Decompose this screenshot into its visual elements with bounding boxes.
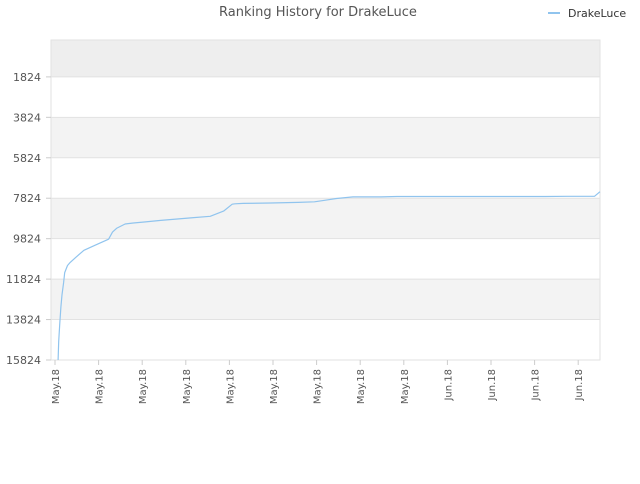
x-tick-label: Jun.18 [443, 369, 454, 402]
legend-label-drakeluce: DrakeLuce [568, 7, 626, 20]
x-tick-label: May.18 [225, 369, 236, 404]
x-tick-label: May.18 [182, 369, 193, 404]
x-tick-label: Jun.18 [574, 369, 585, 402]
x-tick-label: May.18 [95, 369, 106, 404]
plot-band [51, 76, 600, 118]
chart-title: Ranking History for DrakeLuce [219, 5, 417, 20]
plot-band [51, 40, 600, 77]
plot-band [51, 198, 600, 239]
x-tick-label: May.18 [51, 369, 62, 404]
y-tick-label: 13824 [6, 314, 41, 327]
y-axis-labels: 1824 3824 5824 7824 9824 11824 13824 15824 [6, 71, 41, 367]
plot-band [51, 238, 600, 280]
y-tick-label: 3824 [13, 111, 41, 124]
series-line-drakeluce [57, 191, 601, 361]
grid-lines [46, 39, 601, 365]
x-tick-label: May.18 [138, 369, 149, 404]
plot-band [51, 319, 600, 360]
y-tick-label: 5824 [13, 152, 41, 165]
y-tick-label: 9824 [13, 233, 41, 246]
y-tick-label: 7824 [13, 192, 41, 205]
plot-band [51, 157, 600, 199]
plot-band [51, 279, 600, 320]
y-tick-label: 11824 [6, 273, 41, 286]
x-axis-labels: May.18 May.18 May.18 May.18 May.18 May.18 May.… [51, 369, 585, 404]
legend[interactable]: DrakeLuce [548, 7, 626, 20]
y-tick-label: 15824 [6, 354, 41, 367]
series-layer [57, 191, 601, 361]
plot-band [51, 117, 600, 158]
x-tick-label: May.18 [313, 369, 324, 404]
x-tick-label: May.18 [356, 369, 367, 404]
x-tick-label: Jun.18 [487, 369, 498, 402]
plot-bands [51, 40, 600, 360]
x-tick-label: May.18 [400, 369, 411, 404]
x-tick-label: Jun.18 [531, 369, 542, 402]
x-tick-label: May.18 [269, 369, 280, 404]
y-tick-label: 1824 [13, 71, 41, 84]
